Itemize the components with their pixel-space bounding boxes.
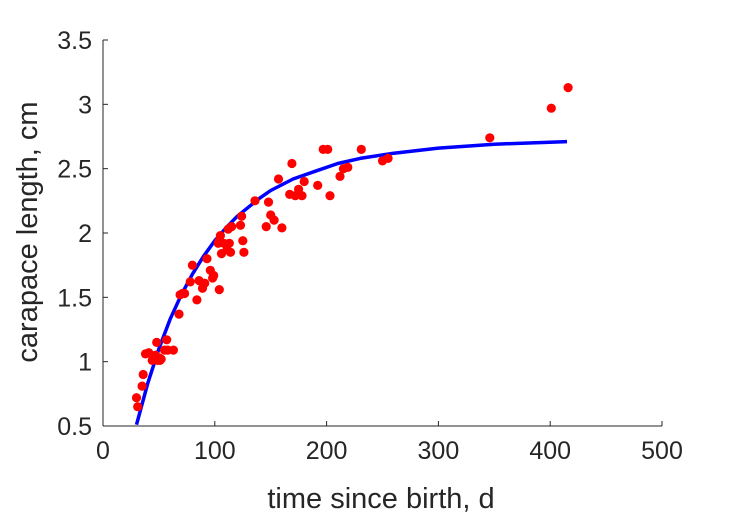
data-point: [156, 354, 166, 364]
data-point: [299, 176, 309, 187]
data-point: [563, 83, 573, 93]
data-point: [383, 153, 393, 163]
data-point: [185, 277, 195, 287]
fit-curve: [134, 139, 568, 426]
y-tick-label: 0.5: [57, 413, 92, 441]
x-tick-label: 500: [641, 437, 683, 465]
tick-labels: 0 100 200 300 400 500 0.5 1 1.5 2 2.5 3 3.5: [57, 27, 683, 465]
data-point: [323, 144, 333, 154]
data-point: [152, 337, 162, 347]
data-point: [273, 174, 284, 184]
x-tick-label: 300: [418, 437, 460, 465]
x-tick-label: 100: [194, 437, 236, 465]
y-tick-label: 1.5: [57, 284, 92, 312]
data-point: [187, 260, 197, 270]
data-point: [235, 220, 246, 230]
data-point: [174, 309, 184, 319]
y-tick-label: 2.5: [57, 156, 92, 184]
data-point: [297, 191, 307, 201]
data-point: [215, 231, 225, 241]
data-point: [131, 393, 142, 403]
data-point: [180, 288, 190, 299]
x-tick-label: 200: [306, 437, 348, 465]
data-point: [138, 369, 148, 380]
data-point: [133, 402, 143, 412]
data-point: [546, 103, 556, 113]
data-point: [313, 180, 323, 190]
axes: [102, 39, 663, 427]
data-point: [162, 335, 172, 345]
x-tick-label: 400: [529, 437, 571, 465]
data-point: [335, 171, 345, 181]
data-point: [277, 223, 287, 233]
data-point: [192, 295, 202, 305]
y-tick-label: 3.5: [57, 27, 92, 55]
data-point: [239, 247, 249, 257]
data-point: [325, 191, 335, 201]
data-point: [238, 236, 248, 246]
data-point: [261, 222, 271, 232]
y-tick-label: 3: [78, 91, 92, 119]
data-point: [209, 270, 219, 281]
x-tick-label: 0: [96, 437, 110, 465]
data-point: [214, 285, 224, 295]
data-point: [225, 247, 236, 257]
y-tick-label: 1: [78, 349, 92, 377]
data-point: [168, 345, 178, 355]
data-point: [137, 381, 147, 391]
fit-curve-layer: [134, 139, 568, 426]
data-point: [227, 222, 237, 232]
y-axis-title: carapace length, cm: [12, 101, 44, 362]
data-point: [202, 254, 212, 264]
data-point: [224, 238, 234, 248]
data-point: [485, 133, 495, 143]
data-point: [200, 278, 210, 288]
data-point: [343, 162, 353, 172]
data-points-layer: [131, 83, 573, 412]
data-point: [269, 215, 279, 225]
y-tick-label: 2: [78, 220, 92, 248]
data-point: [250, 196, 260, 206]
x-axis-title: time since birth, d: [267, 483, 494, 515]
data-point: [356, 144, 366, 154]
data-point: [287, 158, 297, 169]
data-point: [237, 211, 247, 221]
data-point: [263, 197, 274, 207]
